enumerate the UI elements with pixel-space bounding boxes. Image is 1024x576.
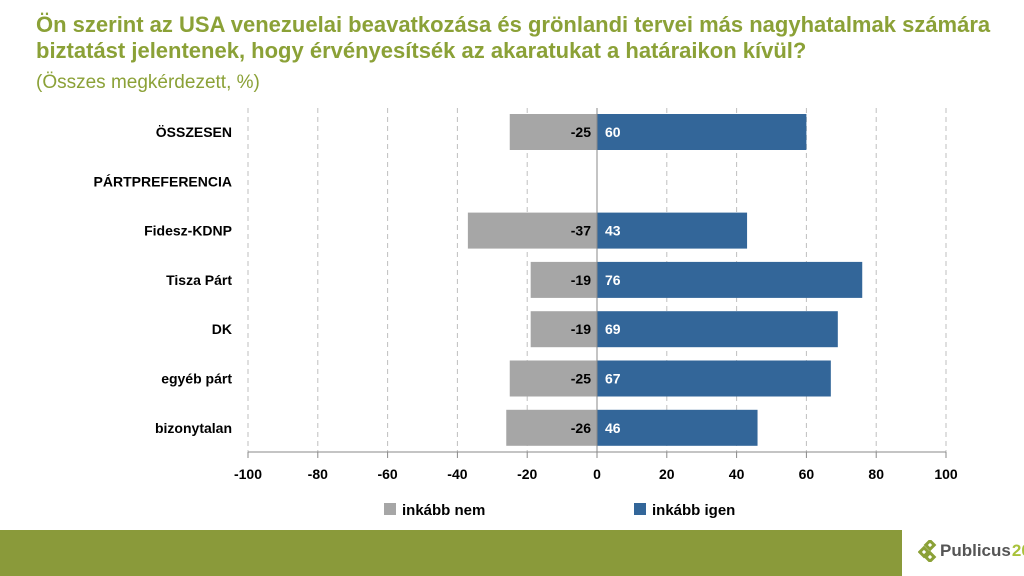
data-label-igen: 60 — [605, 124, 621, 140]
category-label: Fidesz-KDNP — [144, 223, 232, 239]
x-tick-label: -20 — [517, 466, 537, 482]
bar-inkabb-nem — [506, 409, 597, 446]
data-label-nem: -19 — [571, 321, 591, 337]
publicus-logo: Publicus20 — [918, 540, 1024, 562]
x-tick-label: -40 — [447, 466, 467, 482]
category-label: PÁRTPREFERENCIA — [94, 173, 232, 189]
logo-text: Publicus — [940, 541, 1011, 560]
category-label: DK — [212, 321, 232, 337]
category-label: bizonytalan — [155, 420, 232, 436]
footer-band — [0, 530, 902, 576]
data-label-nem: -19 — [571, 272, 591, 288]
diverging-bar-chart: -100 -80 -60 -40 -20 0 20 40 60 80 100 ÖSSZESEN -25 6… — [94, 108, 958, 519]
logo-number: 20 — [1011, 541, 1024, 560]
legend-label: inkább igen — [652, 502, 735, 519]
category-label: Tisza Párt — [166, 272, 232, 288]
x-tick-label: 20 — [659, 466, 675, 482]
bar-inkabb-igen — [597, 360, 831, 397]
category-label: egyéb párt — [161, 371, 232, 387]
bar-inkabb-igen — [597, 311, 838, 348]
data-label-igen: 67 — [605, 371, 621, 387]
bar-inkabb-nem — [530, 261, 597, 298]
x-tick-label: -80 — [308, 466, 328, 482]
data-label-nem: -25 — [571, 124, 591, 140]
legend-label: inkább nem — [402, 502, 485, 519]
chart-title: Ön szerint az USA venezuelai beavatkozás… — [36, 12, 991, 63]
data-label-igen: 43 — [605, 223, 621, 239]
legend-swatch — [634, 503, 646, 515]
x-tick-label: 60 — [799, 466, 815, 482]
category-label: ÖSSZESEN — [156, 124, 232, 140]
bar-inkabb-igen — [597, 212, 748, 249]
data-label-igen: 46 — [605, 420, 621, 436]
x-tick-label: 0 — [593, 466, 601, 482]
x-tick-label: 40 — [729, 466, 745, 482]
legend-swatch — [384, 503, 396, 515]
bar-inkabb-nem — [509, 360, 597, 397]
logo-icon — [918, 540, 937, 562]
data-label-nem: -26 — [571, 420, 591, 436]
bar-inkabb-igen — [597, 409, 758, 446]
data-label-igen: 69 — [605, 321, 621, 337]
x-tick-label: 80 — [868, 466, 884, 482]
data-label-nem: -37 — [571, 223, 591, 239]
data-label-nem: -25 — [571, 371, 591, 387]
bar-inkabb-nem — [530, 311, 597, 348]
bar-inkabb-igen — [597, 261, 863, 298]
x-tick-label: -100 — [234, 466, 262, 482]
chart-subtitle: (Összes megkérdezett, %) — [36, 72, 260, 93]
bar-inkabb-igen — [597, 114, 807, 150]
bar-inkabb-nem — [467, 212, 597, 249]
x-tick-label: 100 — [934, 466, 958, 482]
bar-inkabb-nem — [509, 114, 597, 150]
data-label-igen: 76 — [605, 272, 621, 288]
x-tick-label: -60 — [377, 466, 397, 482]
